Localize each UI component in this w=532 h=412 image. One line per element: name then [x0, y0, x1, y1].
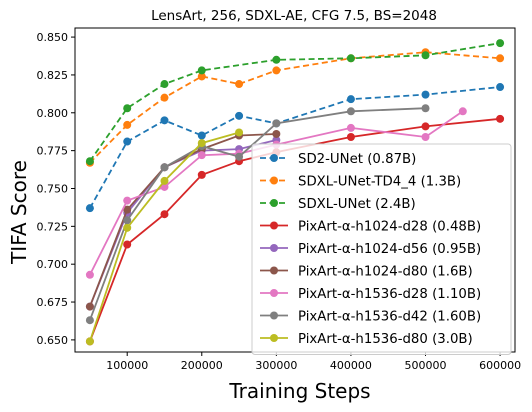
- data-point: [123, 205, 132, 214]
- legend-entry-label: PixArt-α-h1024-d56 (0.95B): [298, 242, 481, 257]
- data-point: [496, 83, 505, 92]
- y-tick-label: 0.775: [37, 145, 69, 158]
- x-tick-label: 600000: [479, 359, 521, 372]
- data-point: [85, 270, 94, 279]
- data-point: [197, 66, 206, 75]
- data-point: [85, 302, 94, 311]
- legend-swatch-marker: [270, 289, 278, 297]
- y-tick-label: 0.675: [37, 296, 69, 309]
- legend-swatch-marker: [270, 154, 278, 162]
- legend-entry-label: SDXL-UNet-TD4_4 (1.3B): [298, 175, 461, 190]
- plot-area: 100000 200000 300000 400000 500000 600000 0.65…: [37, 27, 521, 372]
- data-point: [85, 337, 94, 346]
- data-point: [421, 104, 430, 113]
- data-point: [272, 119, 281, 128]
- series-line: [89, 51, 501, 164]
- data-point: [346, 123, 355, 132]
- data-point: [123, 137, 132, 146]
- data-point: [421, 122, 430, 131]
- legend-box: [251, 143, 512, 355]
- y-tick-label: 0.725: [37, 220, 69, 233]
- x-axis-title: Training Steps: [228, 379, 370, 403]
- data-point: [197, 151, 206, 160]
- data-point: [197, 131, 206, 140]
- y-tick-label: 0.700: [37, 258, 69, 271]
- data-point: [346, 107, 355, 116]
- data-point: [85, 157, 94, 166]
- data-point: [160, 210, 169, 219]
- data-point: [235, 80, 244, 89]
- series-line: [89, 133, 277, 307]
- y-tick-label: 0.650: [37, 334, 69, 347]
- y-tick-label: 0.825: [37, 69, 69, 82]
- data-point: [197, 72, 206, 81]
- y-tick-label: 0.800: [37, 107, 69, 120]
- data-point: [272, 55, 281, 64]
- legend-swatch-marker: [270, 244, 278, 252]
- data-point: [421, 133, 430, 142]
- data-point: [123, 196, 132, 205]
- data-point: [272, 129, 281, 138]
- data-point: [160, 93, 169, 102]
- data-point: [160, 163, 169, 172]
- data-point: [235, 111, 244, 120]
- legend-entry-label: PixArt-α-h1536-d42 (1.60B): [298, 310, 481, 325]
- legend-entry-label: PixArt-α-h1536-d28 (1.10B): [298, 287, 481, 302]
- data-point: [85, 204, 94, 213]
- data-point: [421, 51, 430, 60]
- y-axis-title: TIFA Score: [7, 160, 31, 265]
- x-tick-label: 200000: [181, 359, 223, 372]
- x-tick-label: 100000: [106, 359, 148, 372]
- legend-entry-label: PixArt-α-h1024-d28 (0.48B): [298, 220, 481, 235]
- series-line: [89, 107, 426, 321]
- data-point: [123, 240, 132, 249]
- data-point: [160, 182, 169, 191]
- data-point: [421, 90, 430, 99]
- data-point: [123, 216, 132, 225]
- data-point: [197, 139, 206, 148]
- legend-swatch-marker: [270, 311, 278, 320]
- legend-entry-label: PixArt-α-h1536-d80 (3.0B): [298, 332, 473, 347]
- legend-swatch-marker: [270, 266, 278, 275]
- series-line: [89, 42, 501, 162]
- legend-entry-label: SDXL-UNet (2.4B): [298, 197, 416, 212]
- legend-entry-label: SD2-UNet (0.87B): [298, 152, 416, 167]
- legend-swatch-marker: [270, 334, 278, 342]
- x-tick-label: 300000: [255, 359, 297, 372]
- y-tick-label: 0.750: [37, 182, 69, 195]
- data-point: [496, 54, 505, 63]
- data-point: [160, 116, 169, 125]
- data-point: [123, 104, 132, 113]
- data-point: [123, 223, 132, 232]
- data-point: [160, 80, 169, 89]
- data-point: [346, 133, 355, 142]
- x-tick-label: 500000: [405, 359, 447, 372]
- data-point: [272, 66, 281, 75]
- chart-title: LensArt, 256, SDXL-AE, CFG 7.5, BS=2048: [151, 8, 437, 24]
- y-tick-label: 0.850: [37, 31, 69, 44]
- data-point: [346, 54, 355, 63]
- data-point: [496, 39, 505, 48]
- data-point: [458, 107, 467, 116]
- legend-swatch-marker: [270, 176, 278, 185]
- data-point: [160, 176, 169, 185]
- legend-entry-label: PixArt-α-h1024-d80 (1.6B): [298, 265, 473, 280]
- data-point: [235, 128, 244, 137]
- x-tick-label: 400000: [330, 359, 372, 372]
- legend-swatch-marker: [270, 199, 278, 207]
- data-point: [235, 152, 244, 161]
- data-point: [123, 120, 132, 129]
- data-point: [496, 114, 505, 123]
- data-point: [85, 316, 94, 325]
- data-point: [346, 95, 355, 104]
- legend: SD2-UNet (0.87B) SDXL-UNet-TD4_4 (1.3B) SD…: [251, 143, 512, 355]
- legend-swatch-marker: [270, 221, 278, 230]
- data-point: [197, 170, 206, 179]
